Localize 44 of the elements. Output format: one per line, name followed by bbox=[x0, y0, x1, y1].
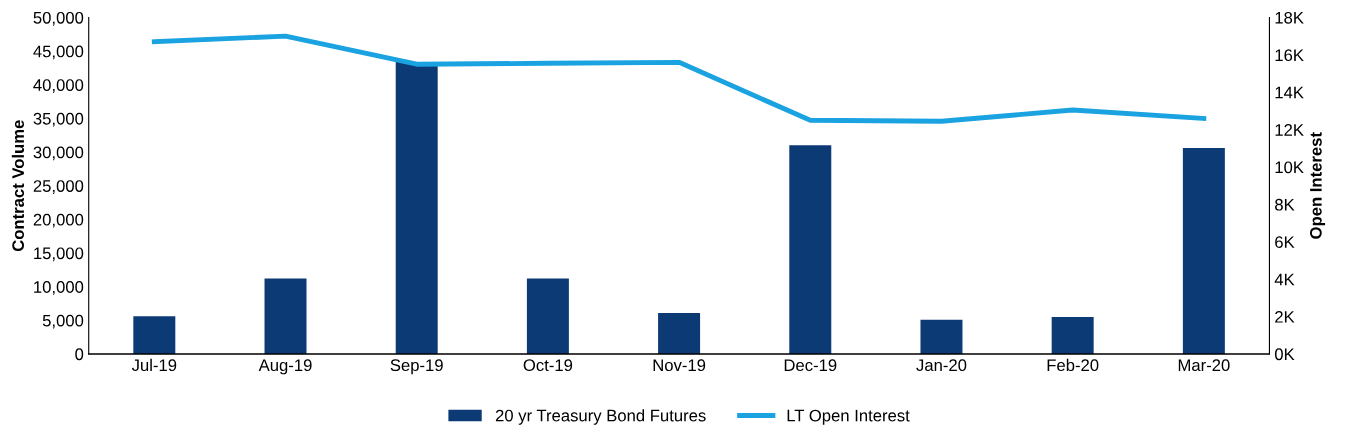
y-tick-label: 10,000 bbox=[34, 281, 84, 295]
x-tick-label: Dec-19 bbox=[784, 359, 837, 372]
y2-tick-label: 4K bbox=[1274, 273, 1295, 286]
y-tick-label: 20,000 bbox=[33, 213, 84, 228]
y2-tick-label: 8K bbox=[1275, 198, 1295, 211]
x-tick-label: Sep-19 bbox=[390, 359, 443, 375]
y-tick-label: 25,000 bbox=[33, 180, 84, 194]
bar bbox=[1051, 316, 1094, 354]
y-tick-label: 0 bbox=[75, 348, 84, 361]
x-tick-label: Feb-20 bbox=[1047, 358, 1099, 372]
y-axis-title: Contract Volume bbox=[11, 120, 25, 252]
y-tick-label: 45,000 bbox=[33, 45, 84, 60]
y2-tick-label: 6K bbox=[1275, 236, 1295, 249]
y2-tick-label: 18K bbox=[1275, 11, 1304, 24]
bar bbox=[133, 316, 176, 354]
y2-tick-label: 14K bbox=[1275, 86, 1304, 99]
y-tick-label: 35,000 bbox=[33, 112, 84, 127]
x-tick-label: Nov-19 bbox=[653, 359, 706, 372]
bar bbox=[395, 61, 438, 354]
y2-tick-label: 12K bbox=[1275, 124, 1304, 136]
y2-tick-label: 2K bbox=[1275, 310, 1295, 323]
y-tick-label: 5,000 bbox=[42, 314, 84, 329]
x-tick-label: Aug-19 bbox=[258, 359, 312, 375]
line-series bbox=[151, 33, 1207, 124]
x-tick-label: Oct-19 bbox=[523, 359, 573, 372]
y2-tick-label: 16K bbox=[1275, 49, 1304, 62]
bar bbox=[920, 319, 963, 354]
y-tick-label: 40,000 bbox=[33, 79, 84, 93]
y2-tick-label: 0K bbox=[1274, 348, 1295, 361]
legend-label: 20 yr Treasury Bond Futures bbox=[495, 409, 706, 425]
legend-label: LT Open Interest bbox=[787, 409, 910, 425]
y2-axis-title: Open Interest bbox=[1309, 132, 1326, 239]
x-tick-label: Jul-19 bbox=[131, 358, 177, 372]
bar bbox=[658, 312, 701, 354]
y-tick-label: 30,000 bbox=[33, 146, 84, 161]
y-tick-label: 15,000 bbox=[34, 247, 84, 262]
x-tick-label: Jan-20 bbox=[916, 359, 967, 372]
y-tick-label: 50,000 bbox=[33, 11, 84, 26]
bar bbox=[264, 278, 307, 354]
bar bbox=[1182, 148, 1225, 354]
y2-tick-label: 10K bbox=[1275, 161, 1304, 174]
x-tick-label: Mar-20 bbox=[1178, 359, 1230, 372]
bar bbox=[789, 145, 832, 354]
bar bbox=[526, 278, 569, 354]
